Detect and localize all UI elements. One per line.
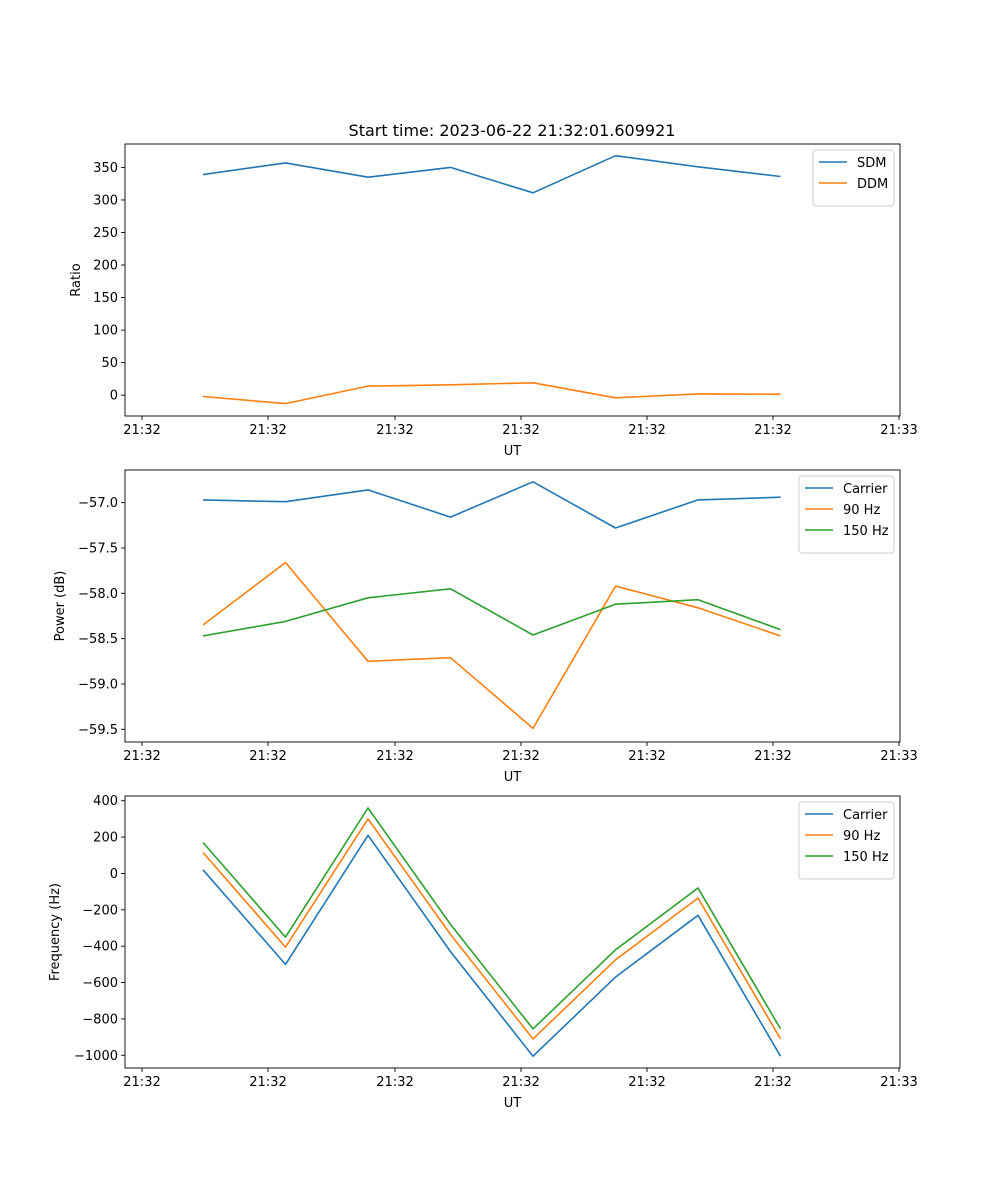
y-tick-label: −59.5: [78, 723, 118, 738]
legend-box: [798, 475, 895, 554]
x-tick-label: 21:32: [376, 423, 413, 438]
x-tick-label: 21:32: [628, 749, 665, 764]
y-axis-label: Power (dB): [53, 571, 68, 642]
chart-title: Start time: 2023-06-22 21:32:01.609921: [349, 121, 676, 140]
series-line-0: [202, 480, 781, 529]
y-tick-label: 400: [93, 794, 118, 809]
legend-label: Carrier: [843, 808, 888, 823]
y-tick-label: 350: [93, 161, 118, 176]
x-tick-label: 21:33: [880, 423, 917, 438]
x-tick-label: 21:32: [754, 423, 791, 438]
legend-box: [798, 801, 895, 880]
x-axis-label: UT: [504, 770, 522, 785]
legend-box: [812, 149, 895, 207]
y-tick-label: −57.0: [78, 496, 118, 511]
x-tick-label: 21:33: [880, 749, 917, 764]
legend-label: SDM: [857, 156, 886, 171]
x-tick-label: 21:32: [754, 1075, 791, 1090]
plot-frame: [124, 469, 901, 743]
y-tick-label: 250: [93, 226, 118, 241]
x-tick-label: 21:33: [880, 1075, 917, 1090]
y-tick-label: −57.5: [78, 541, 118, 556]
y-tick-label: −800: [82, 1012, 118, 1027]
x-tick-label: 21:32: [628, 423, 665, 438]
x-tick-label: 21:32: [376, 1075, 413, 1090]
y-tick-label: 200: [93, 831, 118, 846]
y-tick-label: 50: [101, 356, 118, 371]
x-tick-label: 21:32: [249, 423, 286, 438]
x-tick-label: 21:32: [754, 749, 791, 764]
y-tick-label: −58.5: [78, 632, 118, 647]
y-tick-label: 150: [93, 291, 118, 306]
y-tick-label: −58.0: [78, 587, 118, 602]
series-line-1: [202, 561, 781, 730]
legend-label: 150 Hz: [843, 850, 889, 865]
y-tick-label: −400: [82, 940, 118, 955]
x-tick-label: 21:32: [123, 1075, 160, 1090]
y-tick-label: 0: [110, 389, 118, 404]
y-tick-label: 300: [93, 193, 118, 208]
y-axis-label: Ratio: [69, 263, 84, 296]
power-panel: 21:32 21:32 21:32 21:32 21:32 21:32 21:33 −57.0…: [53, 469, 918, 785]
y-tick-label: −200: [82, 903, 118, 918]
x-tick-label: 21:32: [249, 1075, 286, 1090]
x-tick-label: 21:32: [502, 423, 539, 438]
x-tick-label: 21:32: [628, 1075, 665, 1090]
frequency-panel: 21:32 21:32 21:32 21:32 21:32 21:32 21:33 400 20…: [48, 794, 918, 1111]
y-tick-label: −600: [82, 976, 118, 991]
series-line-0: [202, 154, 781, 194]
x-tick-label: 21:32: [123, 423, 160, 438]
y-tick-label: 200: [93, 259, 118, 274]
x-axis-label: UT: [504, 1096, 522, 1111]
plot-frame: [124, 143, 901, 417]
y-tick-label: 100: [93, 324, 118, 339]
y-tick-label: −1000: [74, 1049, 118, 1064]
legend-label: DDM: [857, 177, 888, 192]
series-line-0: [202, 834, 782, 1057]
series-line-2: [202, 587, 781, 637]
x-axis-label: UT: [504, 444, 522, 459]
series-line-1: [202, 381, 781, 405]
legend-label: Carrier: [843, 482, 888, 497]
series-line-2: [202, 807, 782, 1030]
y-axis-label: Frequency (Hz): [48, 883, 63, 981]
y-tick-label: −59.0: [78, 677, 118, 692]
x-tick-label: 21:32: [502, 749, 539, 764]
legend-label: 90 Hz: [843, 503, 880, 518]
x-tick-label: 21:32: [376, 749, 413, 764]
x-tick-label: 21:32: [502, 1075, 539, 1090]
y-tick-label: 0: [110, 867, 118, 882]
x-tick-label: 21:32: [249, 749, 286, 764]
series-line-1: [202, 818, 782, 1040]
ratio-panel: 21:32 21:32 21:32 21:32 21:32 21:32 21:33 0 50 10…: [69, 143, 918, 459]
legend-label: 150 Hz: [843, 524, 889, 539]
plot-frame: [124, 795, 901, 1069]
x-tick-label: 21:32: [123, 749, 160, 764]
legend-label: 90 Hz: [843, 829, 880, 844]
